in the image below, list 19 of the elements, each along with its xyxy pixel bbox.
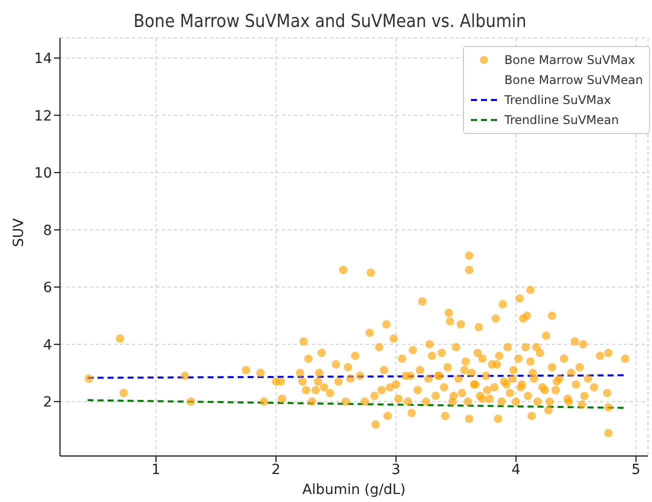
x-tick-label: 1 xyxy=(152,462,160,478)
x-tick-label: 3 xyxy=(392,462,400,478)
legend-label: Trendline SuVMax xyxy=(504,93,611,107)
y-tick-label: 6 xyxy=(43,280,52,296)
x-tick-label: 4 xyxy=(512,462,521,478)
y-tick-label: 4 xyxy=(43,337,52,354)
chart-title: Bone Marrow SuVMax and SuVMean vs. Albumin xyxy=(132,10,528,34)
y-tick-label: 8 xyxy=(43,222,52,239)
y-tick-label: 12 xyxy=(34,108,52,124)
x-tick-label: 5 xyxy=(632,462,640,478)
y-axis-title: SUV xyxy=(10,218,27,247)
text: Bone Marrow SuVMean xyxy=(504,73,643,87)
y-tick-label: 2 xyxy=(43,394,52,411)
legend-label: Bone Marrow SuVMax xyxy=(504,53,636,67)
y-tick-label: 14 xyxy=(34,51,52,68)
y-tick-label: 10 xyxy=(34,166,52,182)
legend-label: Trendline SuVMean xyxy=(504,113,619,127)
x-tick-label: 2 xyxy=(272,462,280,478)
x-axis-title: Albumin (g/dL) xyxy=(302,482,406,498)
